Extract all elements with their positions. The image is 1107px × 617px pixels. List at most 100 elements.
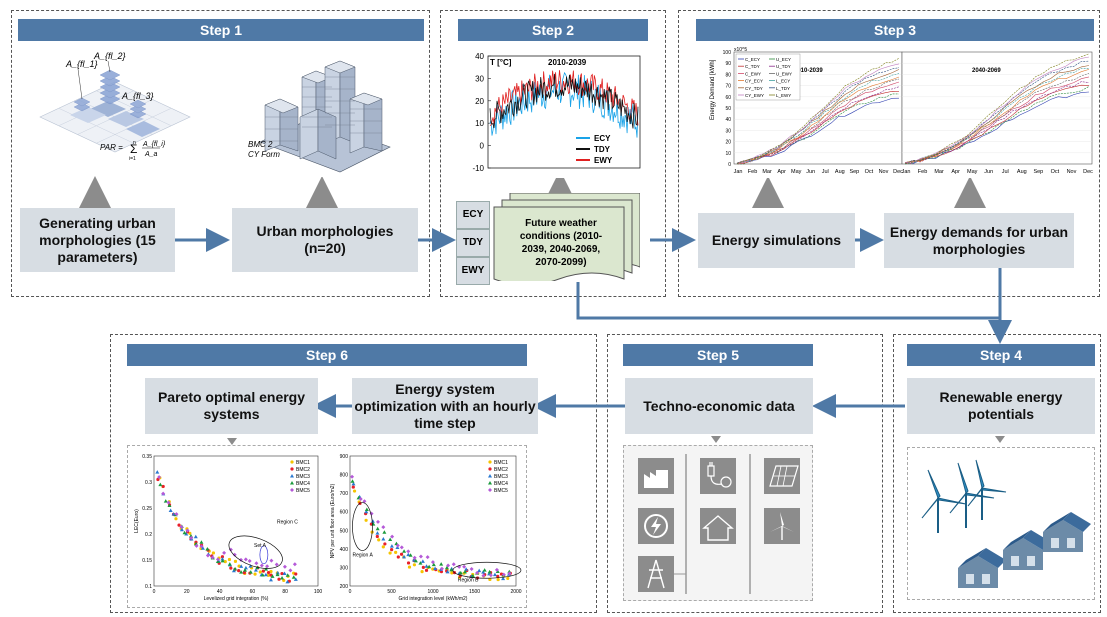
- lec-point-4-19: [259, 563, 264, 568]
- energy-xtick-1-7: Aug: [1017, 169, 1027, 175]
- lec-xtick-2: 40: [217, 589, 223, 595]
- lec-xtick-0: 0: [153, 589, 156, 595]
- npv-xlabel: Grid integration level (kWh/m2): [399, 596, 468, 602]
- renewable-potentials-box: Renewable energy potentials: [907, 378, 1095, 434]
- lec-xtick-3: 60: [250, 589, 256, 595]
- lec-point-3-20: [264, 567, 269, 571]
- lec-legend-marker-3: [290, 481, 294, 485]
- par-lhs: PAR =: [100, 143, 123, 152]
- energy-ytick-5: 50: [725, 106, 731, 112]
- npv-point-0-22: [488, 577, 492, 582]
- step1-par-image: A_{fl_1} A_{fl_2} A_{fl_3} PAR = n Σ i=1…: [30, 47, 200, 175]
- lec-point-4-24: [288, 568, 293, 573]
- energy-ytick-0: 0: [728, 162, 731, 168]
- pareto-box: Pareto optimal energy systems: [145, 378, 318, 434]
- lec-point-3-21: [270, 574, 275, 578]
- energy-legend-box: [735, 53, 801, 101]
- par-num: A_{fl_i}: [142, 141, 166, 148]
- npv-point-4-5: [381, 525, 386, 530]
- energy-line-0-6: [736, 76, 900, 165]
- lec-frame: [153, 455, 319, 587]
- lec-legend-marker-1: [290, 467, 294, 471]
- lec-point-2-23: [282, 571, 287, 575]
- npv-point-3-6: [388, 537, 393, 542]
- npv-point-0-16: [450, 571, 454, 575]
- npv-point-3-16: [449, 567, 454, 572]
- lec-legend-label-2: BMC3: [296, 474, 310, 480]
- wind-turbine-3: [967, 459, 1007, 520]
- lec-point-1-19: [261, 569, 265, 573]
- step2-panel: [440, 10, 666, 297]
- energy-ytick-9: 90: [725, 61, 731, 67]
- weather-type-tdy: TDY: [456, 229, 490, 257]
- lec-point-2-8: [200, 546, 205, 550]
- temperature-chart: -10 0 10 20 30 40 T [°C] 2010-2039 ECY TDY EWY: [472, 52, 641, 173]
- par-sigma: Σ: [130, 142, 137, 156]
- energy-xtick-1-3: Apr: [951, 169, 960, 175]
- lec-ytick-5: 0.35: [142, 454, 152, 460]
- energy-legend-label-7: L_ECY: [776, 79, 790, 84]
- lec-point-4-18: [254, 561, 259, 566]
- optimization-box: Energy system optimization with an hourl…: [352, 378, 538, 434]
- tri-down-step4: [995, 436, 1005, 443]
- lec-point-3-17: [248, 570, 253, 574]
- temp-ytick-1: 0: [480, 142, 485, 151]
- energy-xtick-1-4: May: [967, 169, 978, 175]
- npv-ytick-7: 900: [340, 454, 349, 460]
- step4-renewable-image: [907, 447, 1095, 600]
- npv-legend-label-4: BMC5: [494, 488, 508, 494]
- energy-ytick-2: 20: [725, 140, 731, 146]
- afl3-label: A_{fl_3}: [121, 91, 154, 101]
- npv-ytick-6: 800: [340, 473, 349, 479]
- lec-point-3-25: [291, 575, 296, 579]
- energy-line-1-6: [904, 69, 1090, 163]
- energy-line-0-7: [736, 73, 900, 165]
- lec-point-4-2: [166, 500, 171, 505]
- npv-point-2-0: [351, 481, 356, 486]
- urban-morphologies-box: Urban morphologies (n=20): [232, 208, 418, 272]
- npv-point-1-6: [390, 548, 394, 552]
- npv-point-4-22: [488, 573, 493, 578]
- lec-point-0-14: [233, 559, 238, 564]
- lec-point-2-4: [179, 527, 184, 532]
- energy-xtick-0-10: Nov: [879, 169, 889, 175]
- npv-ytick-1: 300: [340, 565, 349, 571]
- npv-point-2-3: [370, 519, 375, 523]
- temp-series-ecy: [489, 71, 639, 138]
- energy-ytick-7: 70: [725, 84, 731, 90]
- npv-point-4-16: [451, 562, 456, 567]
- npv-legend-marker-4: [488, 488, 492, 492]
- lec-point-0-19: [258, 570, 262, 574]
- npv-point-0-4: [377, 538, 381, 542]
- lec-point-3-13: [227, 562, 232, 566]
- npv-point-2-24: [501, 576, 506, 581]
- temp-legend-label-0: ECY: [594, 134, 611, 143]
- npv-point-2-11: [420, 559, 425, 563]
- npv-ytick-0: 200: [340, 584, 349, 590]
- weather-type-ecy: ECY: [456, 201, 490, 229]
- npv-point-4-13: [430, 560, 435, 565]
- step5-panel: [607, 334, 883, 613]
- lec-point-2-18: [253, 568, 258, 572]
- lec-point-2-16: [243, 565, 248, 570]
- energy-xtick-1-2: Mar: [934, 169, 944, 175]
- npv-point-3-8: [402, 549, 407, 553]
- tri-down-step5: [711, 436, 721, 443]
- step6-charts-image: 0 20 40 60 80 100 0.1 0.15 0.2 0.25 0.3 0.35 Leveliz…: [127, 445, 527, 608]
- lec-legend-marker-2: [290, 474, 294, 478]
- npv-point-4-11: [418, 554, 423, 559]
- npv-frame: [349, 455, 517, 587]
- lec-point-4-17: [247, 558, 252, 563]
- energy-xtick-0-5: Jun: [806, 169, 815, 175]
- energy-xtick-0-1: Feb: [748, 169, 757, 175]
- energy-line-1-11: [904, 53, 1090, 165]
- npv-point-3-10: [413, 558, 418, 563]
- step4-title: Step 4: [907, 344, 1095, 366]
- lec-point-4-11: [215, 557, 220, 562]
- energy-xtick-1-1: Feb: [918, 169, 927, 175]
- lec-point-1-4: [177, 523, 181, 527]
- lec-ylabel: LEC(Euro): [134, 509, 140, 533]
- lec-point-4-10: [210, 555, 215, 560]
- tri-down-step6: [227, 438, 237, 445]
- region-b-label: Region B: [458, 577, 479, 583]
